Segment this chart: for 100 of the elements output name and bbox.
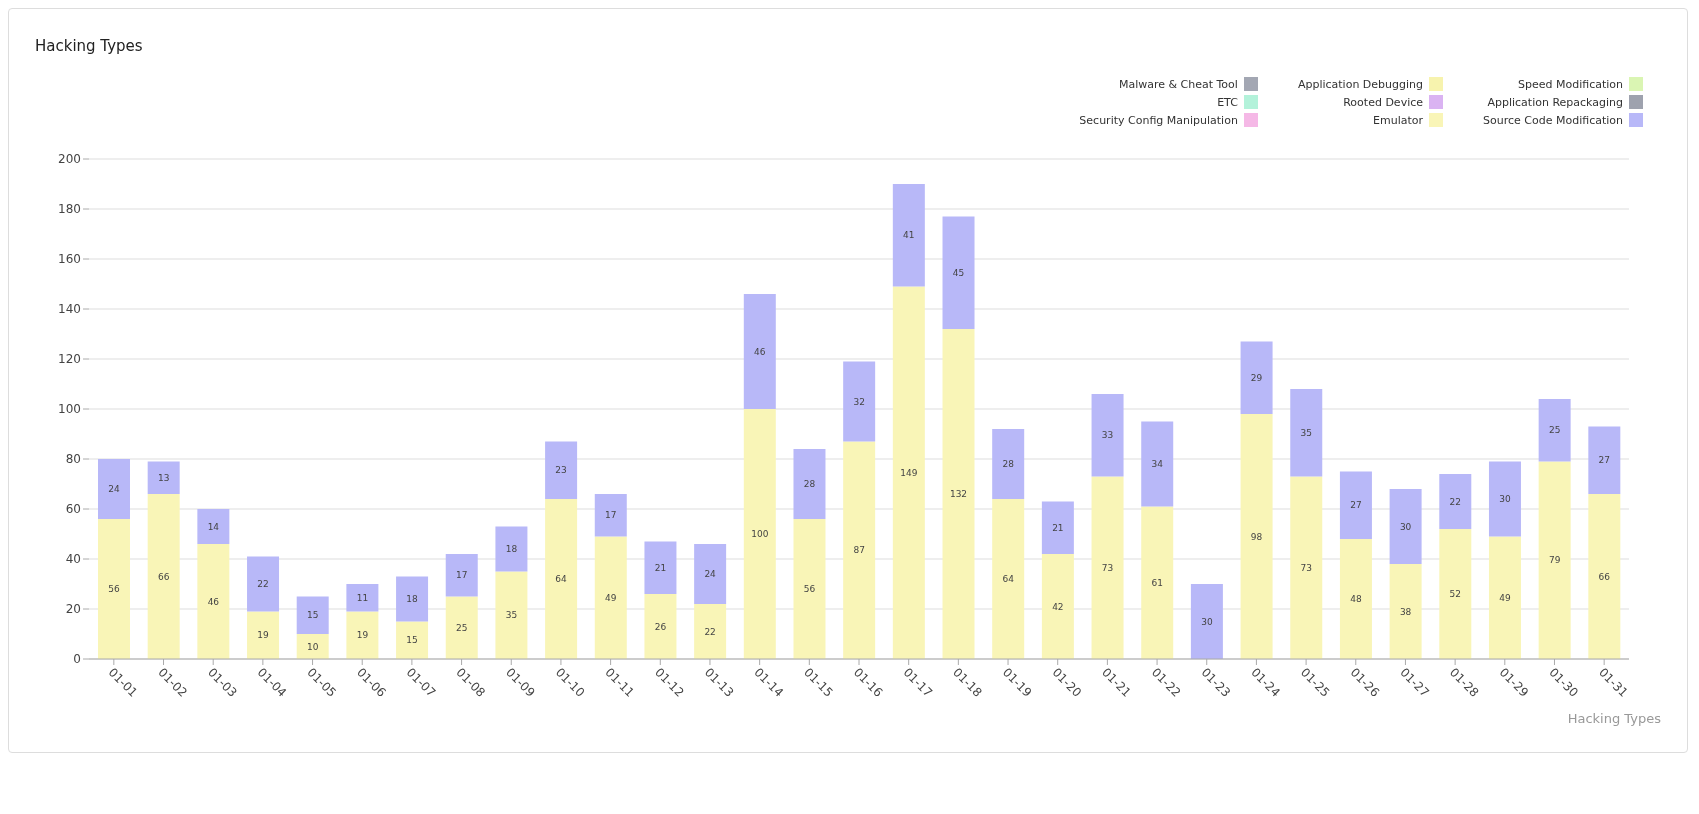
y-tick-label: 60 bbox=[65, 502, 81, 517]
bar bbox=[743, 294, 776, 409]
data-label: 24 bbox=[108, 484, 120, 495]
data-label: 21 bbox=[654, 562, 667, 573]
data-label: 25 bbox=[1548, 425, 1561, 436]
data-label: 27 bbox=[1350, 500, 1362, 511]
bar bbox=[147, 494, 180, 659]
bar bbox=[644, 541, 677, 594]
data-label: 46 bbox=[207, 596, 220, 607]
y-tick-label: 40 bbox=[65, 552, 81, 567]
bar bbox=[793, 519, 826, 659]
data-label: 25 bbox=[456, 622, 468, 633]
bar bbox=[992, 499, 1025, 659]
chart-title: Hacking Types bbox=[35, 37, 143, 55]
bar bbox=[396, 621, 429, 659]
data-label: 19 bbox=[257, 630, 270, 641]
bar bbox=[644, 594, 677, 659]
data-label: 35 bbox=[1300, 427, 1312, 438]
data-label: 132 bbox=[949, 489, 968, 500]
bar bbox=[396, 576, 429, 622]
y-tick-label: 80 bbox=[65, 452, 81, 467]
data-label: 22 bbox=[257, 579, 269, 590]
data-label: 29 bbox=[1250, 372, 1263, 383]
bar bbox=[694, 604, 727, 659]
bar bbox=[1538, 461, 1571, 659]
y-tick-label: 180 bbox=[58, 202, 81, 217]
bar bbox=[1339, 471, 1372, 539]
data-label: 30 bbox=[1201, 616, 1213, 627]
bar bbox=[892, 184, 925, 287]
data-label: 18 bbox=[406, 594, 419, 605]
bar bbox=[445, 554, 478, 597]
legend-label: ETC bbox=[1217, 95, 1238, 109]
data-label: 30 bbox=[1499, 494, 1511, 505]
data-label: 100 bbox=[751, 529, 769, 540]
bar bbox=[594, 536, 627, 659]
bar bbox=[1240, 341, 1273, 414]
data-label: 11 bbox=[356, 592, 369, 603]
data-label: 56 bbox=[803, 584, 816, 595]
data-label: 15 bbox=[306, 610, 319, 621]
data-label: 15 bbox=[406, 635, 418, 646]
legend-label: Security Config Manipulation bbox=[1079, 113, 1238, 127]
text: Hacking Types bbox=[1567, 711, 1661, 726]
data-label: 48 bbox=[1350, 594, 1362, 605]
data-label: 18 bbox=[505, 544, 518, 555]
bar bbox=[1190, 584, 1223, 659]
legend-label: Malware & Cheat Tool bbox=[1118, 77, 1238, 91]
bar bbox=[1141, 506, 1174, 659]
legend-label: Rooted Device bbox=[1343, 95, 1424, 109]
data-label: 26 bbox=[654, 621, 667, 632]
bar bbox=[346, 611, 379, 659]
bar bbox=[992, 429, 1025, 499]
bar bbox=[694, 544, 727, 604]
data-label: 35 bbox=[505, 610, 518, 621]
data-label: 61 bbox=[1151, 577, 1163, 588]
bar bbox=[98, 519, 130, 659]
data-label: 22 bbox=[704, 626, 716, 637]
y-tick-label: 140 bbox=[58, 302, 81, 317]
data-label: 73 bbox=[1101, 562, 1114, 573]
bar bbox=[197, 509, 230, 544]
bar bbox=[1439, 474, 1472, 529]
bar bbox=[1041, 554, 1074, 659]
data-label: 33 bbox=[1101, 430, 1114, 441]
data-label: 56 bbox=[108, 584, 120, 595]
bar bbox=[1290, 476, 1323, 659]
data-label: 52 bbox=[1449, 589, 1462, 600]
bar bbox=[843, 361, 876, 442]
data-label: 46 bbox=[754, 346, 766, 357]
data-label: 13 bbox=[157, 472, 170, 483]
bar bbox=[247, 556, 280, 612]
data-label: 49 bbox=[1499, 592, 1511, 603]
data-label: 30 bbox=[1399, 521, 1412, 532]
data-label: 64 bbox=[1002, 574, 1015, 585]
data-label: 28 bbox=[803, 479, 816, 490]
bar bbox=[1538, 399, 1571, 462]
data-label: 41 bbox=[903, 230, 915, 241]
bar bbox=[1488, 536, 1521, 659]
legend-label: Application Debugging bbox=[1297, 77, 1424, 91]
bar bbox=[545, 441, 578, 499]
bar bbox=[197, 544, 230, 659]
data-label: 10 bbox=[306, 641, 319, 652]
data-label: 34 bbox=[1151, 459, 1164, 470]
bar bbox=[1240, 414, 1273, 659]
data-label: 28 bbox=[1002, 459, 1015, 470]
data-label: 23 bbox=[555, 465, 567, 476]
bar bbox=[1439, 529, 1472, 659]
data-label: 87 bbox=[853, 545, 865, 556]
bar bbox=[743, 409, 776, 659]
bar bbox=[1389, 564, 1422, 659]
bar bbox=[1141, 421, 1174, 507]
y-tick-label: 200 bbox=[58, 152, 81, 167]
data-label: 66 bbox=[1598, 571, 1611, 582]
bar bbox=[1588, 494, 1621, 659]
bar bbox=[296, 596, 329, 634]
y-tick-label: 100 bbox=[58, 402, 81, 417]
y-tick-label: 20 bbox=[65, 602, 81, 617]
y-tick-label: 160 bbox=[58, 252, 81, 267]
bar bbox=[1091, 476, 1124, 659]
bar bbox=[296, 634, 329, 659]
data-label: 14 bbox=[207, 521, 220, 532]
bar bbox=[1488, 461, 1521, 537]
